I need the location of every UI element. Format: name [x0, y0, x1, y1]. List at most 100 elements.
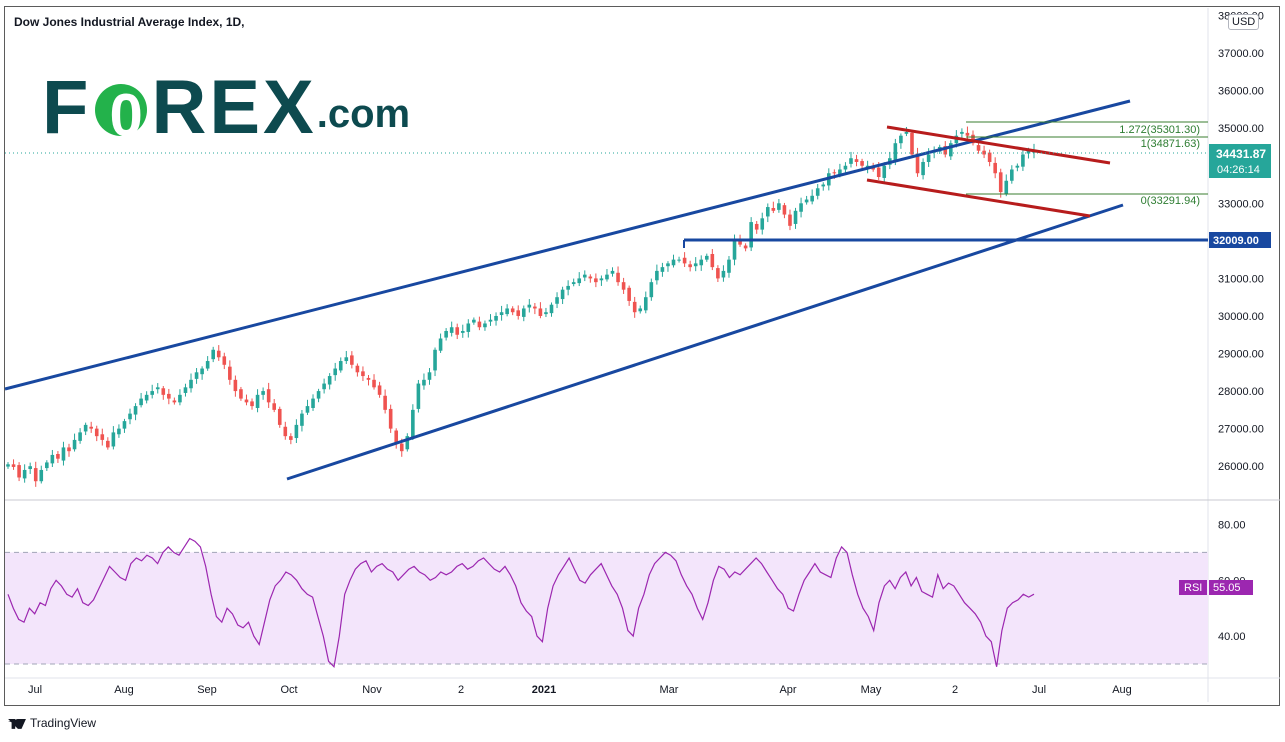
time-tick-label: Apr — [779, 684, 796, 696]
price-tick-label: 31000.00 — [1218, 273, 1264, 285]
candle-body — [793, 210, 798, 224]
candle-body — [632, 301, 637, 313]
price-tick-label: 29000.00 — [1218, 349, 1264, 361]
candle-body — [11, 464, 16, 467]
candle-body — [688, 264, 692, 268]
candle-body — [427, 372, 432, 380]
candle-body — [582, 274, 587, 278]
candle-body — [50, 454, 55, 464]
candle-body — [971, 134, 975, 144]
rsi-name-bg — [1179, 580, 1207, 595]
candle-body — [350, 355, 354, 365]
candle-body — [322, 383, 326, 390]
candle-body — [444, 330, 448, 338]
rsi-tick-label: 40.00 — [1218, 631, 1246, 643]
candle-body — [394, 430, 399, 444]
logo-dotcom: .com — [316, 92, 411, 136]
candle-body — [544, 312, 548, 315]
candle-body — [22, 469, 27, 479]
rsi-tick-label: 80.00 — [1218, 520, 1246, 532]
candle-body — [943, 146, 948, 155]
candle-body — [693, 263, 698, 267]
candle-body — [926, 154, 931, 162]
candle-body — [799, 203, 803, 212]
candle-body — [860, 161, 864, 166]
candle-body — [521, 308, 526, 317]
candle-body — [78, 432, 82, 441]
candle-body — [366, 377, 371, 380]
candle-body — [1015, 165, 1020, 168]
candle-body — [1004, 180, 1009, 194]
candle-body — [122, 421, 127, 429]
candle-body — [960, 131, 964, 134]
candle-body — [494, 315, 498, 321]
candle-body — [749, 222, 753, 248]
candle-body — [405, 436, 410, 450]
candle-body — [899, 135, 903, 144]
candle-body — [383, 395, 387, 410]
candle-body — [433, 349, 437, 371]
candle-body — [671, 259, 676, 266]
time-tick-label: 2 — [952, 684, 958, 696]
rsi-value-bg — [1209, 580, 1253, 595]
candle-body — [167, 393, 171, 399]
candle-body — [100, 434, 105, 440]
candle-body — [843, 165, 848, 170]
candle-body — [815, 188, 820, 196]
tradingview-icon — [8, 718, 26, 729]
price-tick-label: 35000.00 — [1218, 123, 1264, 135]
candle-body — [377, 385, 382, 395]
candle-body — [949, 143, 953, 157]
candle-body — [333, 368, 338, 376]
candle-body — [311, 398, 315, 408]
candle-body — [1021, 154, 1025, 167]
candle-body — [533, 306, 537, 309]
candle-body — [538, 308, 543, 316]
candle-body — [1010, 169, 1014, 181]
tradingview-brand[interactable]: TradingView — [8, 716, 96, 730]
candle-body — [732, 240, 737, 260]
candle-body — [372, 379, 376, 388]
candle-body — [882, 165, 887, 178]
candle-body — [294, 424, 299, 439]
candle-body — [211, 349, 215, 360]
candle-body — [89, 426, 93, 429]
candle-body — [760, 218, 765, 230]
candle-body — [361, 371, 365, 377]
fib-level-label: 1.272(35301.30) — [1119, 124, 1200, 136]
candle-body — [904, 131, 909, 134]
candle-body — [704, 255, 709, 260]
candle-body — [183, 387, 188, 393]
candle-body — [205, 361, 210, 369]
candle-body — [200, 368, 204, 375]
candle-body — [765, 207, 770, 217]
candle-body — [17, 465, 21, 478]
candle-body — [194, 372, 199, 379]
candle-body — [771, 207, 776, 211]
candle-body — [560, 289, 565, 300]
rsi-line — [7, 537, 1035, 669]
candle-body — [6, 464, 10, 467]
currency-badge[interactable]: USD — [1228, 14, 1260, 30]
candle-body — [716, 268, 720, 279]
candle-body — [150, 391, 154, 395]
candle-body — [660, 267, 665, 272]
candle-body — [483, 323, 487, 328]
flag-upper-line — [886, 125, 1111, 165]
candle-body — [289, 436, 293, 440]
candle-body — [338, 361, 343, 371]
candle-body — [788, 214, 792, 226]
candle-body — [250, 401, 254, 407]
candle-body — [677, 259, 681, 261]
support-price-label: 32009.00 — [1213, 235, 1259, 247]
candle-body — [233, 379, 238, 392]
time-tick-label: Oct — [280, 684, 297, 696]
candle-body — [566, 285, 570, 290]
price-tick-label: 28000.00 — [1218, 386, 1264, 398]
candle-body — [616, 272, 620, 283]
candle-body — [782, 205, 787, 215]
candle-body — [388, 408, 393, 429]
tradingview-label: TradingView — [30, 716, 97, 730]
rsi-value-label: 55.05 — [1213, 582, 1241, 594]
